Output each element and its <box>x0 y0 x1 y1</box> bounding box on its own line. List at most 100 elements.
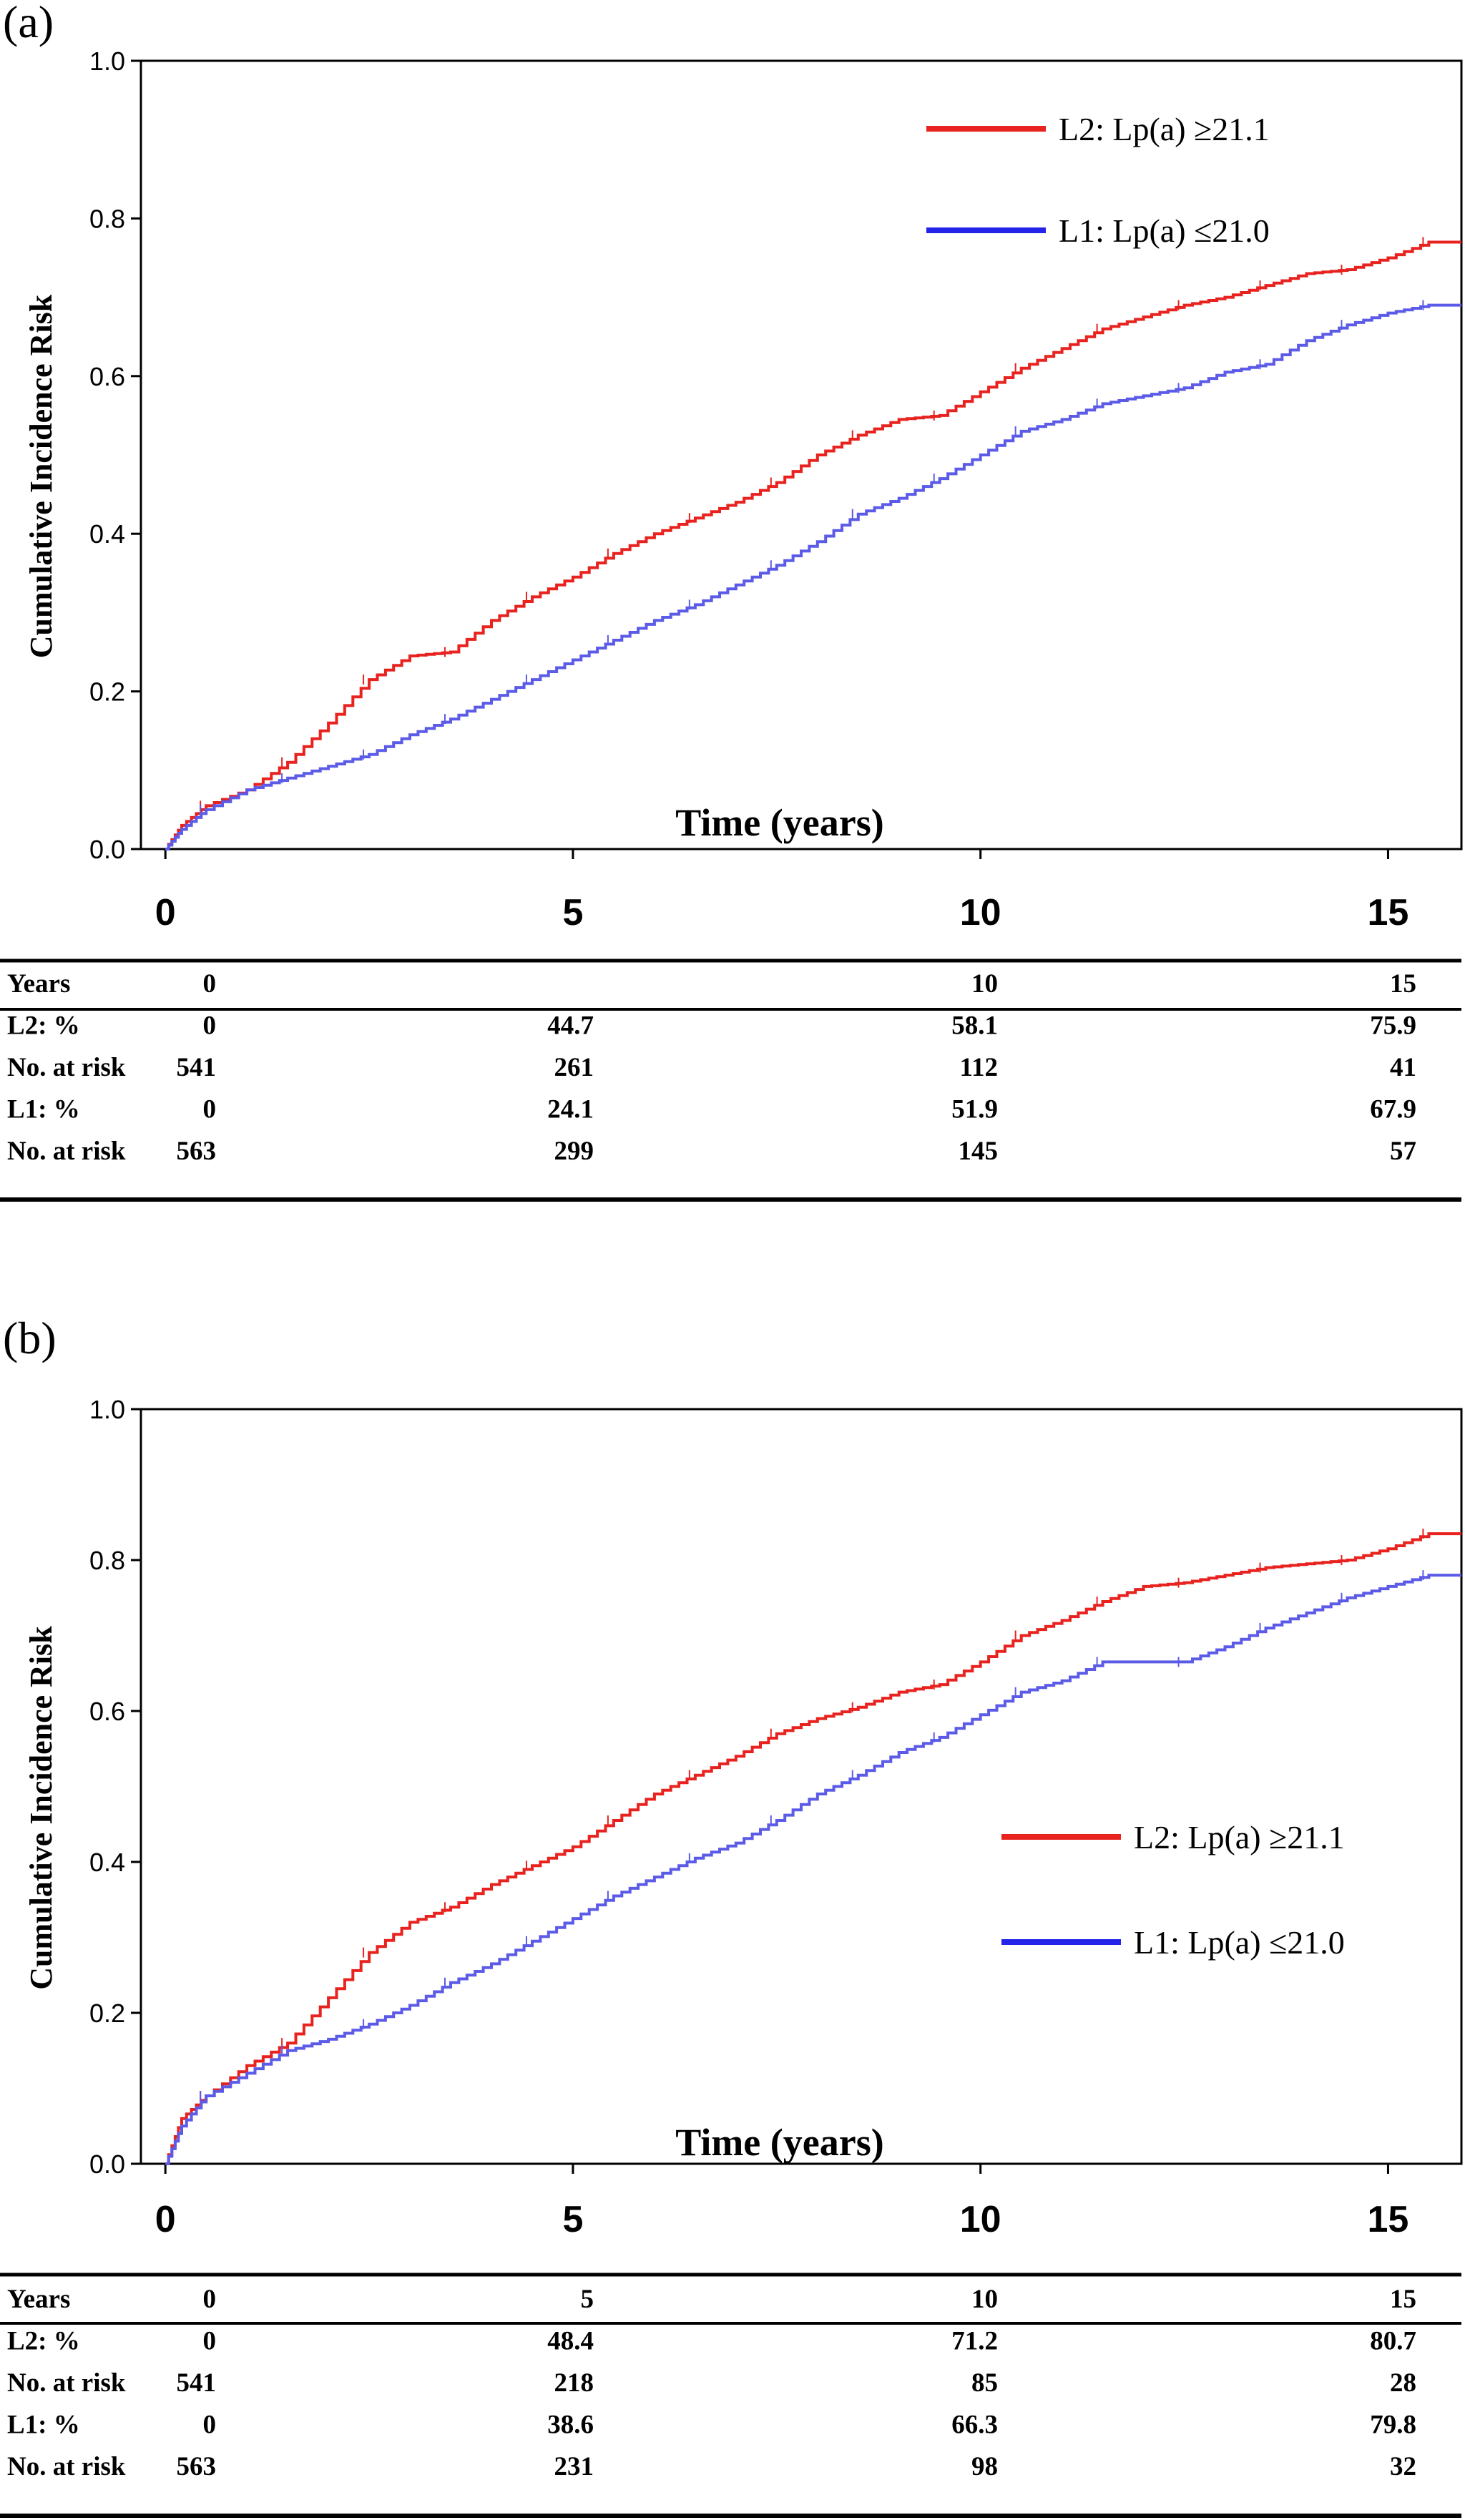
y-tick-label: 0.0 <box>89 2149 125 2179</box>
table-row: No. at risk 563 231 98 32 <box>7 2452 1416 2481</box>
table-cell: 0 <box>203 969 217 999</box>
table-cell: 218 <box>554 2368 594 2398</box>
table-cell: 51.9 <box>951 1095 998 1124</box>
table-cell: 15 <box>1390 969 1416 999</box>
x-axis-title: Time (years) <box>675 801 883 844</box>
table-cell: 10 <box>971 2285 998 2314</box>
x-tick-label: 10 <box>960 2199 1001 2240</box>
series-line-l1 <box>165 1574 1461 2165</box>
table-cell: 112 <box>960 1053 998 1082</box>
table-cell: 10 <box>971 969 998 999</box>
table-row: L2: % 0 44.7 58.1 75.9 <box>7 1011 1416 1041</box>
table-cell: 38.6 <box>547 2411 594 2440</box>
table-row-label: L2: % <box>7 2327 80 2356</box>
table-cell: 58.1 <box>951 1011 998 1041</box>
table-cell: 5 <box>581 2285 594 2314</box>
panel-a: (a) 0.0 0.2 0.4 0.6 0.8 1.0 0 5 10 15 Time (years)… <box>0 0 1465 1259</box>
legend-label: L1: Lp(a) ≤21.0 <box>1134 1924 1345 1961</box>
table-cell: 67.9 <box>1370 1095 1416 1124</box>
y-tick-label: 1.0 <box>89 1395 125 1424</box>
legend-label: L2: Lp(a) ≥21.1 <box>1059 111 1270 147</box>
table-row-label: No. at risk <box>7 2452 126 2481</box>
table-row: L2: % 0 48.4 71.2 80.7 <box>7 2327 1416 2356</box>
panel-b: (b) 0.0 0.2 0.4 0.6 0.8 1.0 0 5 10 15 Time (years)… <box>0 1313 1465 2520</box>
legend-entry-l1: L1: Lp(a) ≤21.0 <box>1001 1924 1345 1961</box>
legend-entry-l2: L2: Lp(a) ≥21.1 <box>926 111 1270 147</box>
x-tick-label: 0 <box>155 2199 176 2240</box>
table-row: L1: % 0 38.6 66.3 79.8 <box>7 2411 1416 2440</box>
table-row: No. at risk 563 299 145 57 <box>7 1137 1416 1166</box>
y-tick-label: 0.8 <box>89 1546 125 1575</box>
legend-entry-l2: L2: Lp(a) ≥21.1 <box>1001 1819 1345 1855</box>
table-cell: 71.2 <box>951 2327 998 2356</box>
panel-label: (b) <box>3 1313 57 1363</box>
table-row: Years 0 10 15 <box>7 969 1416 999</box>
table-cell: 563 <box>177 2452 217 2481</box>
table-row: No. at risk 541 261 112 41 <box>7 1053 1416 1082</box>
x-tick-label: 5 <box>562 2199 583 2240</box>
table-cell: 261 <box>554 1053 594 1082</box>
table-cell: 231 <box>554 2452 594 2481</box>
table-row-label: No. at risk <box>7 2368 126 2398</box>
x-tick-label: 0 <box>155 892 176 933</box>
table-cell: 0 <box>203 1011 217 1041</box>
table-row-label: L1: % <box>7 1095 80 1124</box>
table-cell: 0 <box>203 2411 217 2440</box>
y-tick-label: 0.2 <box>89 1999 125 2028</box>
legend-label: L1: Lp(a) ≤21.0 <box>1059 212 1270 249</box>
table-cell: 15 <box>1390 2285 1416 2314</box>
table-cell: 98 <box>971 2452 998 2481</box>
table-row-label: No. at risk <box>7 1137 126 1166</box>
x-tick-label: 15 <box>1368 892 1409 933</box>
table-cell: 299 <box>554 1137 594 1166</box>
y-axis-title: Cumulative Incidence Risk <box>24 1626 59 1990</box>
series-line-l1 <box>165 303 1461 850</box>
table-cell: 145 <box>959 1137 999 1166</box>
table-cell: 79.8 <box>1370 2411 1416 2440</box>
table-cell: 75.9 <box>1370 1011 1416 1041</box>
plot-frame <box>139 1408 1463 2165</box>
y-tick-label: 0.0 <box>89 835 125 864</box>
table-cell: 66.3 <box>951 2411 998 2440</box>
table-cell: 44.7 <box>547 1011 594 1041</box>
table-cell: 0 <box>203 2327 217 2356</box>
x-tick-label: 15 <box>1368 2199 1409 2240</box>
chart-a: 0.0 0.2 0.4 0.6 0.8 1.0 0 5 10 15 Time (years) Cumu… <box>0 46 1463 1202</box>
y-axis-title: Cumulative Incidence Risk <box>24 294 59 658</box>
table-row: No. at risk 541 218 85 28 <box>7 2368 1416 2398</box>
plot-frame <box>139 59 1463 850</box>
y-tick-label: 0.6 <box>89 1697 125 1726</box>
x-tick-label: 5 <box>562 892 583 933</box>
legend-label: L2: Lp(a) ≥21.1 <box>1134 1819 1345 1855</box>
table-cell: 0 <box>203 2285 217 2314</box>
y-tick-label: 0.2 <box>89 677 125 707</box>
series-line-l2 <box>165 240 1461 850</box>
table-cell: 28 <box>1390 2368 1416 2398</box>
panel-label: (a) <box>3 0 54 47</box>
table-row-label: No. at risk <box>7 1053 126 1082</box>
x-axis-title: Time (years) <box>675 2121 883 2164</box>
table-cell: 85 <box>971 2368 998 2398</box>
table-cell: 32 <box>1390 2452 1416 2481</box>
table-cell: 41 <box>1390 1053 1416 1082</box>
table-cell: 541 <box>177 2368 217 2398</box>
table-cell: 0 <box>203 1095 217 1124</box>
table-cell: 24.1 <box>547 1095 594 1124</box>
table-row-label: L1: % <box>7 2411 80 2440</box>
series-line-l2 <box>165 1532 1461 2165</box>
y-tick-label: 0.6 <box>89 362 125 391</box>
table-row-label: Years <box>7 969 70 999</box>
table-row: L1: % 0 24.1 51.9 67.9 <box>7 1095 1416 1124</box>
table-cell: 541 <box>177 1053 217 1082</box>
x-tick-label: 10 <box>960 892 1001 933</box>
table-row-label: L2: % <box>7 1011 80 1041</box>
table-cell: 563 <box>177 1137 217 1166</box>
y-tick-label: 0.4 <box>89 519 125 549</box>
y-tick-label: 1.0 <box>89 46 125 76</box>
table-cell: 80.7 <box>1370 2327 1416 2356</box>
table-row: Years 0 5 10 15 <box>7 2285 1416 2314</box>
table-row-label: Years <box>7 2285 70 2314</box>
chart-b: 0.0 0.2 0.4 0.6 0.8 1.0 0 5 10 15 Time (years) Cumu… <box>0 1395 1463 2518</box>
y-tick-label: 0.8 <box>89 204 125 233</box>
legend-entry-l1: L1: Lp(a) ≤21.0 <box>926 212 1270 249</box>
